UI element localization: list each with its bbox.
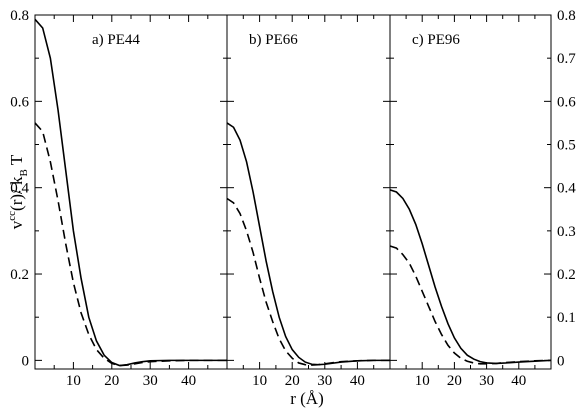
- right-y-tick-label: 0.1: [557, 310, 576, 326]
- right-y-tick-label: 0.6: [557, 94, 576, 110]
- right-y-tick-label: 0: [557, 353, 565, 369]
- solid-curve: [389, 189, 552, 365]
- left-y-tick-label: 0.8: [10, 8, 29, 24]
- y-axis-label: vcc(r)/ kB T: [6, 154, 30, 229]
- x-tick-label: 40: [350, 373, 365, 389]
- x-tick-label: 30: [143, 373, 158, 389]
- x-tick-label: 20: [285, 373, 300, 389]
- x-tick-label: 30: [317, 373, 332, 389]
- y-axis-label-subscript: B: [18, 169, 30, 176]
- right-y-tick-label: 0.3: [557, 224, 576, 240]
- right-y-tick-label: 0.4: [557, 181, 576, 197]
- x-tick-label: 10: [66, 373, 81, 389]
- panel-label: c) PE96: [412, 32, 460, 48]
- panel-3: c) PE96: [389, 14, 552, 370]
- x-tick-label: 40: [511, 373, 526, 389]
- y-axis-label-v: v: [7, 220, 26, 229]
- y-axis-label-superscript: cc: [6, 211, 18, 221]
- y-axis-label-middle: (r)/ k: [7, 176, 26, 211]
- left-y-tick-label: 0: [22, 353, 30, 369]
- panel-frame: [389, 14, 552, 370]
- x-tick-label: 40: [181, 373, 196, 389]
- left-y-tick-label: 0.6: [10, 94, 29, 110]
- x-tick-labels: 10 20 30 40 10 20 30 40 10 20 30 40: [66, 373, 526, 389]
- right-y-tick-label: 0.2: [557, 267, 576, 283]
- x-tick-label: 20: [447, 373, 462, 389]
- solid-curve: [34, 18, 227, 367]
- y-axis-label-end: T: [7, 154, 26, 169]
- left-y-tick-label: 0.2: [10, 267, 29, 283]
- panels: a) PE44 b) PE66 c) PE96: [34, 14, 552, 370]
- solid-curve: [226, 122, 390, 366]
- panel-label: a) PE44: [92, 32, 140, 48]
- panel-frame: [34, 14, 228, 370]
- x-tick-label: 30: [479, 373, 494, 389]
- right-y-tick-label: 0.7: [557, 51, 576, 67]
- x-axis-label: r (Å): [290, 389, 324, 408]
- dashed-curve: [389, 245, 552, 365]
- right-y-tick-label: 0.5: [557, 138, 576, 154]
- panel-label: b) PE66: [249, 32, 298, 48]
- x-tick-label: 10: [415, 373, 430, 389]
- panel-2: b) PE66: [226, 14, 391, 370]
- right-y-tick-label: 0.8: [557, 8, 576, 24]
- dashed-curve: [34, 122, 227, 367]
- panel-1: a) PE44: [34, 14, 228, 370]
- right-y-tick-labels: 0 0.1 0.2 0.3 0.4 0.5 0.6 0.7 0.8: [557, 8, 576, 369]
- panel-frame: [226, 14, 391, 370]
- x-tick-label: 20: [104, 373, 119, 389]
- left-y-tick-label: 0.4: [10, 181, 29, 197]
- left-y-tick-labels: 0 0.2 0.4 0.6 0.8: [10, 8, 29, 369]
- x-tick-label: 10: [252, 373, 267, 389]
- dashed-curve: [226, 197, 390, 366]
